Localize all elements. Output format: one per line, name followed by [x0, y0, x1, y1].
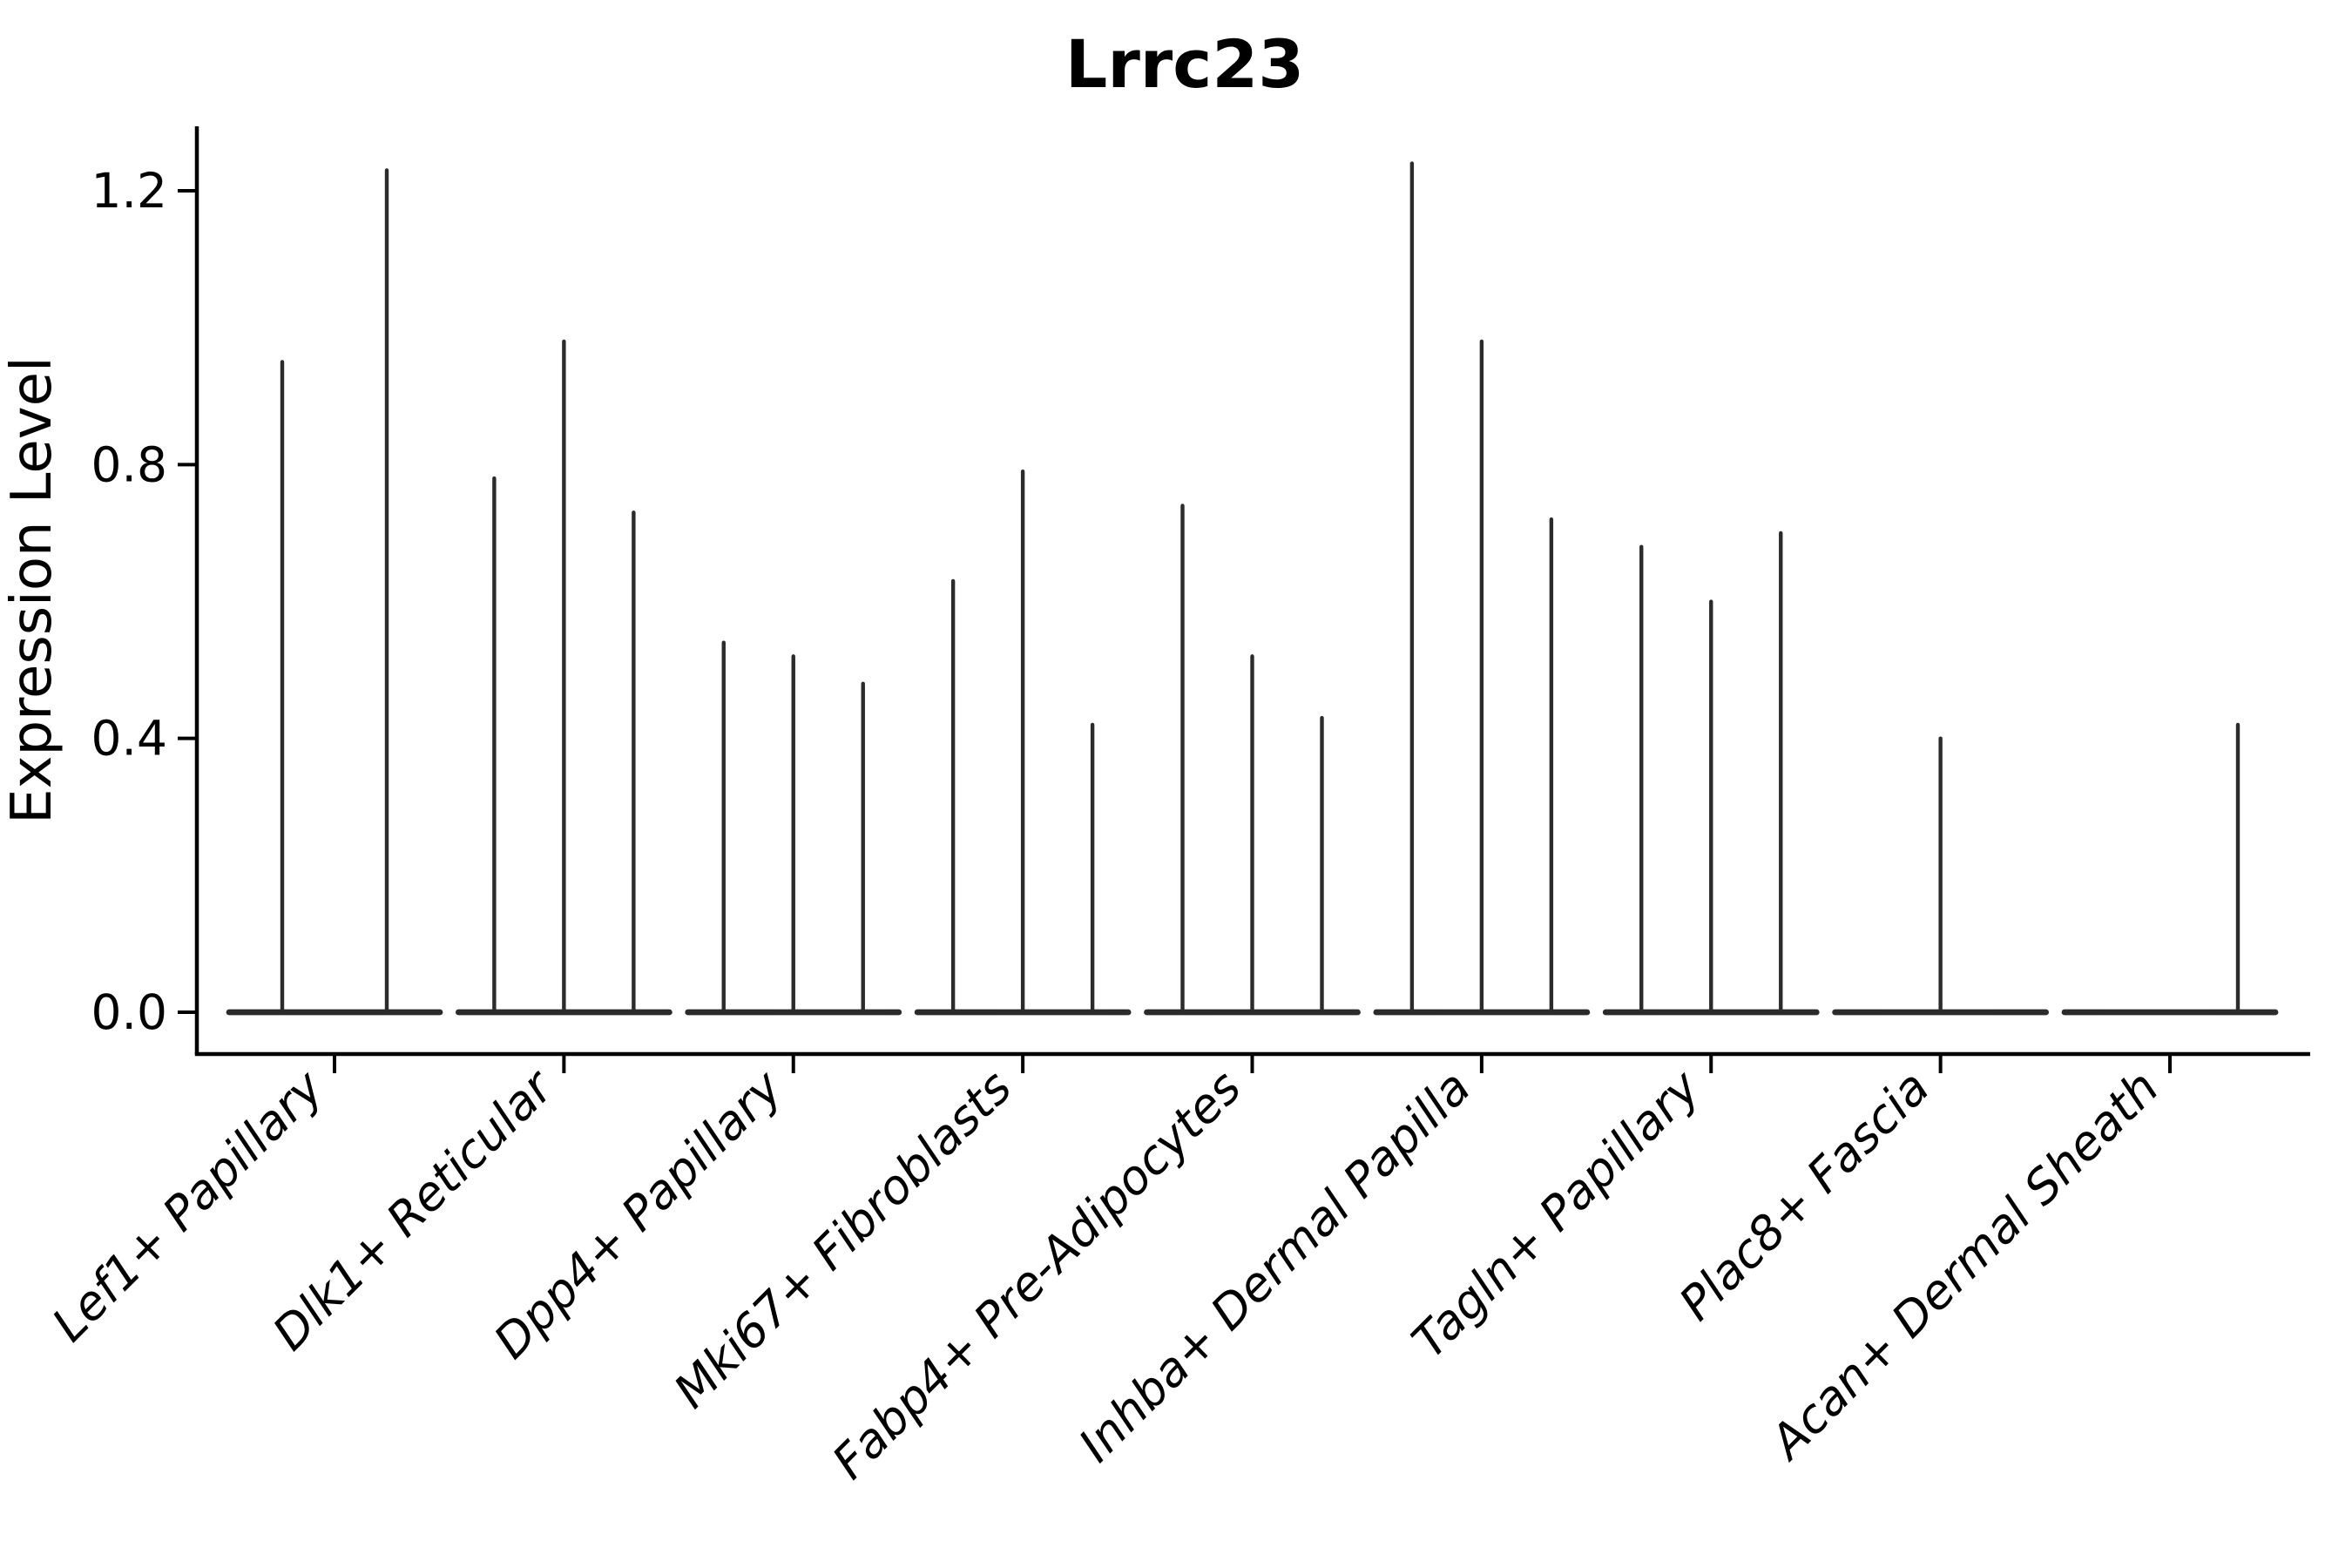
chart-title: Lrrc23	[1065, 25, 1304, 103]
y-tick-label: 0.8	[91, 436, 167, 492]
y-tick-label: 1.2	[91, 163, 167, 219]
y-tick-label: 0.4	[91, 711, 167, 767]
y-tick-label: 0.0	[91, 984, 167, 1040]
y-axis-label: Expression Level	[0, 356, 64, 824]
